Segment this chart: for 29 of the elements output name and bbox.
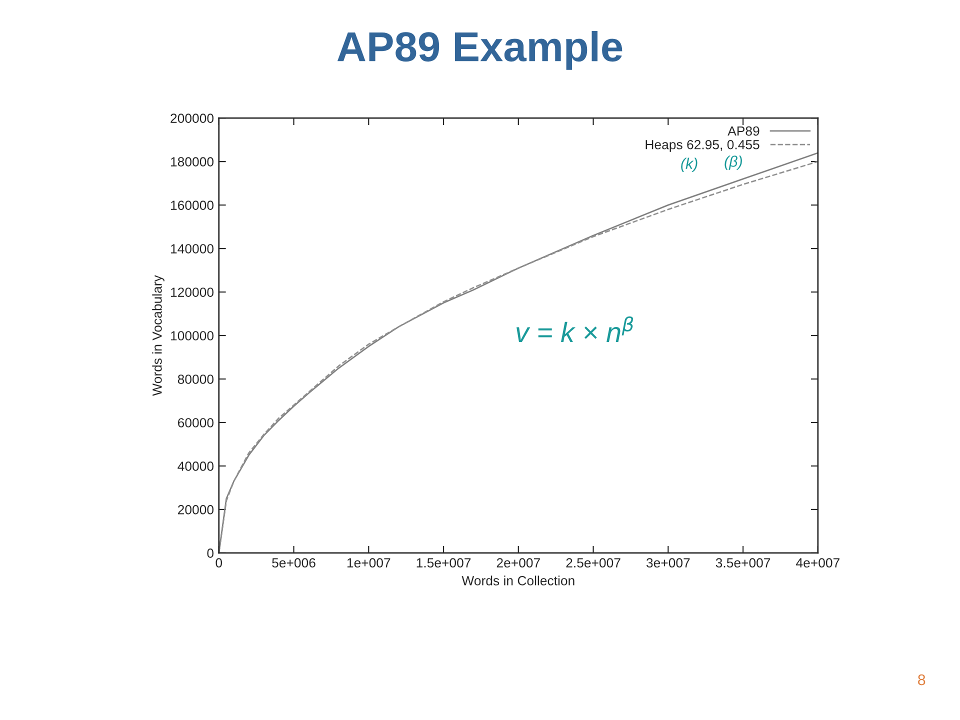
y-tick-label: 180000 (171, 157, 214, 166)
x-tick-label: 1.5e+007 (416, 558, 471, 568)
text: 8 (918, 674, 926, 686)
x-tick-label: 3e+007 (646, 558, 690, 568)
legend-label: Heaps 62.95, 0.455 (646, 140, 760, 152)
y-tick-label: 140000 (171, 244, 214, 254)
x-tick-label: 5e+006 (272, 558, 316, 568)
y-tick-label: 160000 (171, 200, 214, 210)
annotation: v = k × n$^{β}$ (516, 316, 634, 342)
y-tick-label: 200000 (170, 114, 214, 123)
annotation: (β) (724, 156, 742, 170)
x-tick-label: 1e+007 (347, 558, 390, 568)
y-tick-label: 60000 (178, 418, 214, 428)
legend-label: AP89 (728, 126, 760, 136)
y-tick-label: 20000 (178, 505, 214, 514)
x-tick-label: 4e+007 (796, 558, 840, 568)
y-tick-label: 40000 (178, 462, 214, 471)
y-axis-title: Words in Vocabulary (152, 275, 164, 396)
y-tick-label: 0 (207, 548, 214, 558)
chart-title: AP89 Example (337, 30, 622, 70)
x-tick-label: 2e+007 (496, 558, 540, 568)
x-tick-label: 0 (216, 558, 222, 568)
y-tick-label: 80000 (178, 374, 214, 384)
y-tick-label: 100000 (171, 331, 214, 340)
x-axis-title: Words in Collection (462, 576, 574, 586)
x-tick-label: 2.5e+007 (566, 558, 620, 568)
y-tick-label: 120000 (171, 288, 214, 297)
x-tick-label: 3.5e+007 (716, 558, 770, 568)
annotation: (k) (681, 158, 698, 172)
